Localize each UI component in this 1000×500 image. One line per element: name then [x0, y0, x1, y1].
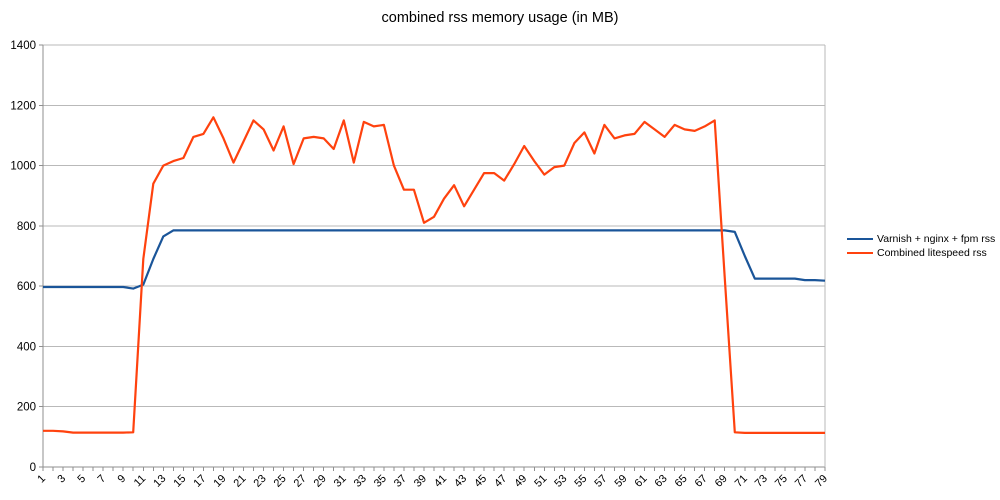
x-tick-label: 55	[572, 473, 589, 490]
x-tick-label: 25	[272, 473, 289, 490]
x-tick-label: 43	[452, 473, 469, 490]
x-tick-label: 57	[592, 473, 609, 490]
x-tick-label: 9	[116, 473, 129, 486]
x-tick-label: 21	[231, 473, 248, 490]
x-tick-label: 53	[552, 473, 569, 490]
y-tick-label: 1200	[10, 100, 36, 112]
x-tick-label: 75	[773, 473, 790, 490]
x-tick-label: 77	[793, 473, 810, 490]
x-tick-label: 11	[132, 473, 149, 490]
x-tick-label: 51	[532, 473, 549, 490]
legend-label-litespeed: Combined litespeed rss	[877, 247, 987, 259]
x-tick-label: 71	[733, 473, 750, 490]
legend-line-sample-varnish	[847, 238, 873, 240]
x-tick-label: 69	[713, 473, 730, 490]
y-tick-label: 1400	[10, 40, 36, 52]
x-tick-label: 3	[55, 473, 68, 486]
x-tick-label: 33	[352, 473, 369, 490]
x-tick-label: 65	[673, 473, 690, 490]
y-tick-label: 400	[17, 341, 36, 353]
x-tick-label: 27	[292, 473, 309, 490]
x-tick-label: 29	[312, 473, 329, 490]
y-tick-label: 600	[17, 281, 36, 293]
x-tick-label: 35	[372, 473, 389, 490]
x-tick-label: 49	[512, 473, 529, 490]
x-tick-label: 73	[753, 473, 770, 490]
y-tick-label: 1000	[10, 161, 36, 173]
x-tick-label: 15	[171, 473, 188, 490]
x-tick-label: 37	[392, 473, 409, 490]
x-tick-label: 17	[191, 473, 208, 490]
series-line-1	[43, 116, 825, 434]
legend-label-varnish: Varnish + nginx + fpm rss	[877, 233, 996, 245]
legend: Varnish + nginx + fpm rss Combined lites…	[847, 233, 995, 259]
series-line-0	[43, 229, 826, 290]
legend-item-litespeed: Combined litespeed rss	[847, 247, 995, 259]
x-tick-label: 7	[95, 473, 108, 486]
x-tick-label: 31	[332, 473, 349, 490]
x-tick-label: 63	[653, 473, 670, 490]
x-tick-label: 19	[211, 473, 228, 490]
legend-item-varnish: Varnish + nginx + fpm rss	[847, 233, 995, 245]
legend-line-sample-litespeed	[847, 252, 873, 254]
y-tick-label: 0	[30, 462, 36, 474]
x-tick-label: 41	[432, 473, 449, 490]
x-tick-label: 61	[633, 473, 650, 490]
x-tick-label: 5	[75, 473, 88, 486]
x-tick-label: 67	[693, 473, 710, 490]
x-tick-label: 47	[492, 473, 509, 490]
chart-title: combined rss memory usage (in MB)	[381, 10, 619, 26]
x-tick-label: 45	[472, 473, 489, 490]
x-tick-label: 39	[412, 473, 429, 490]
x-tick-label: 59	[612, 473, 629, 490]
x-tick-label: 23	[252, 473, 269, 490]
y-tick-label: 200	[17, 402, 36, 414]
y-tick-label: 800	[17, 221, 36, 233]
x-tick-label: 79	[813, 473, 830, 490]
x-tick-label: 13	[151, 473, 168, 490]
x-tick-label: 1	[35, 473, 48, 486]
